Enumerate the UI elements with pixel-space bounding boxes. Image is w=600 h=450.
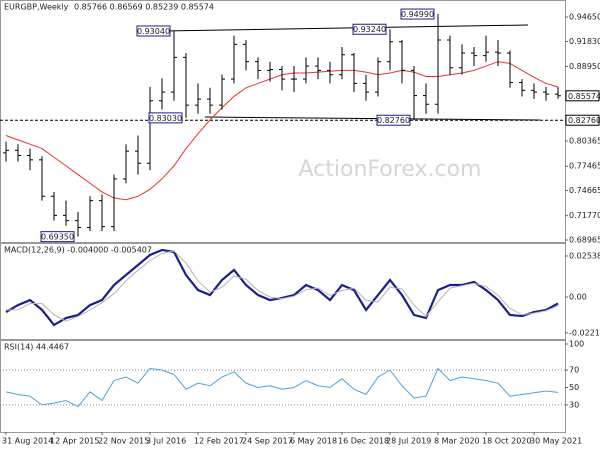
series-line (6, 250, 559, 322)
rsi-title: RSI(14) 44.4467 (4, 343, 69, 352)
annotation-label: 0.93040 (137, 27, 170, 36)
y-tick-label: 0.94650 (569, 12, 600, 21)
y-tick-label: 0.88950 (569, 62, 600, 71)
watermark: ActionForex.com (299, 157, 482, 182)
y-tick-label: 70 (569, 366, 579, 375)
quote: 0.85766 0.86569 0.85239 0.85574 (74, 3, 214, 12)
annotation-box (136, 25, 171, 37)
y-tick-label: 0.91830 (569, 37, 600, 46)
y-tick-label: 0.77465 (569, 162, 600, 171)
y-tick-label: 0.80365 (569, 137, 600, 146)
annotation-box (40, 231, 75, 243)
trendline (204, 116, 541, 121)
annotation-label: 0.93240 (353, 25, 386, 34)
y-tick-label: 50 (569, 383, 579, 392)
y-tick-label: 0.68965 (569, 236, 600, 245)
y-tick-label: 30 (569, 400, 579, 409)
x-tick-label: 30 May 2021 (530, 437, 582, 446)
series-line (5, 367, 559, 408)
x-tick-label: 6 May 2018 (290, 437, 337, 446)
x-tick-label: 12 Apr 2015 (50, 437, 99, 446)
y-tick-label: 100 (569, 340, 584, 349)
y-tick-label: 0.71770 (569, 211, 600, 220)
annotation-label: 0.83030 (149, 114, 182, 123)
x-tick-label: 3 Jul 2016 (146, 437, 186, 446)
y-tick-label: -0.022161 (569, 328, 600, 337)
annotation-box (400, 8, 435, 20)
annotation-label: 0.94990 (401, 10, 434, 19)
price-label: 0.85574 (568, 92, 600, 101)
y-tick-label: 0.025387 (569, 251, 600, 260)
x-tick-label: 8 Mar 2020 (434, 437, 480, 446)
annotation-box (376, 114, 411, 126)
annotation-label: 0.69350 (41, 233, 74, 242)
x-tick-label: 12 Feb 2017 (194, 437, 244, 446)
y-tick-label: 0.00 (569, 292, 587, 301)
rsi-panel (0, 340, 566, 433)
price-label-box (565, 90, 600, 102)
annotation-label: 0.82760 (377, 116, 410, 125)
series-line (5, 248, 559, 327)
x-tick-label: 28 Jul 2019 (386, 437, 431, 446)
x-tick-label: 22 Nov 2015 (98, 437, 149, 446)
x-tick-label: 24 Sep 2017 (242, 437, 293, 446)
annotation-box (352, 23, 387, 35)
annotation-box (148, 112, 183, 124)
trendline (162, 24, 529, 32)
x-tick-label: 18 Oct 2020 (482, 437, 531, 446)
macd-panel (0, 243, 566, 340)
price-label-box (565, 114, 600, 126)
x-tick-label: 31 Aug 2014 (2, 437, 53, 446)
macd-title: MACD(12,26,9) -0.004000 -0.005407 (4, 246, 152, 255)
chart-title: EURGBP,Weekly (4, 3, 69, 12)
x-tick-label: 16 Dec 2018 (338, 437, 389, 446)
y-tick-label: 0.74665 (569, 186, 600, 195)
price-label: 0.82760 (568, 116, 600, 125)
